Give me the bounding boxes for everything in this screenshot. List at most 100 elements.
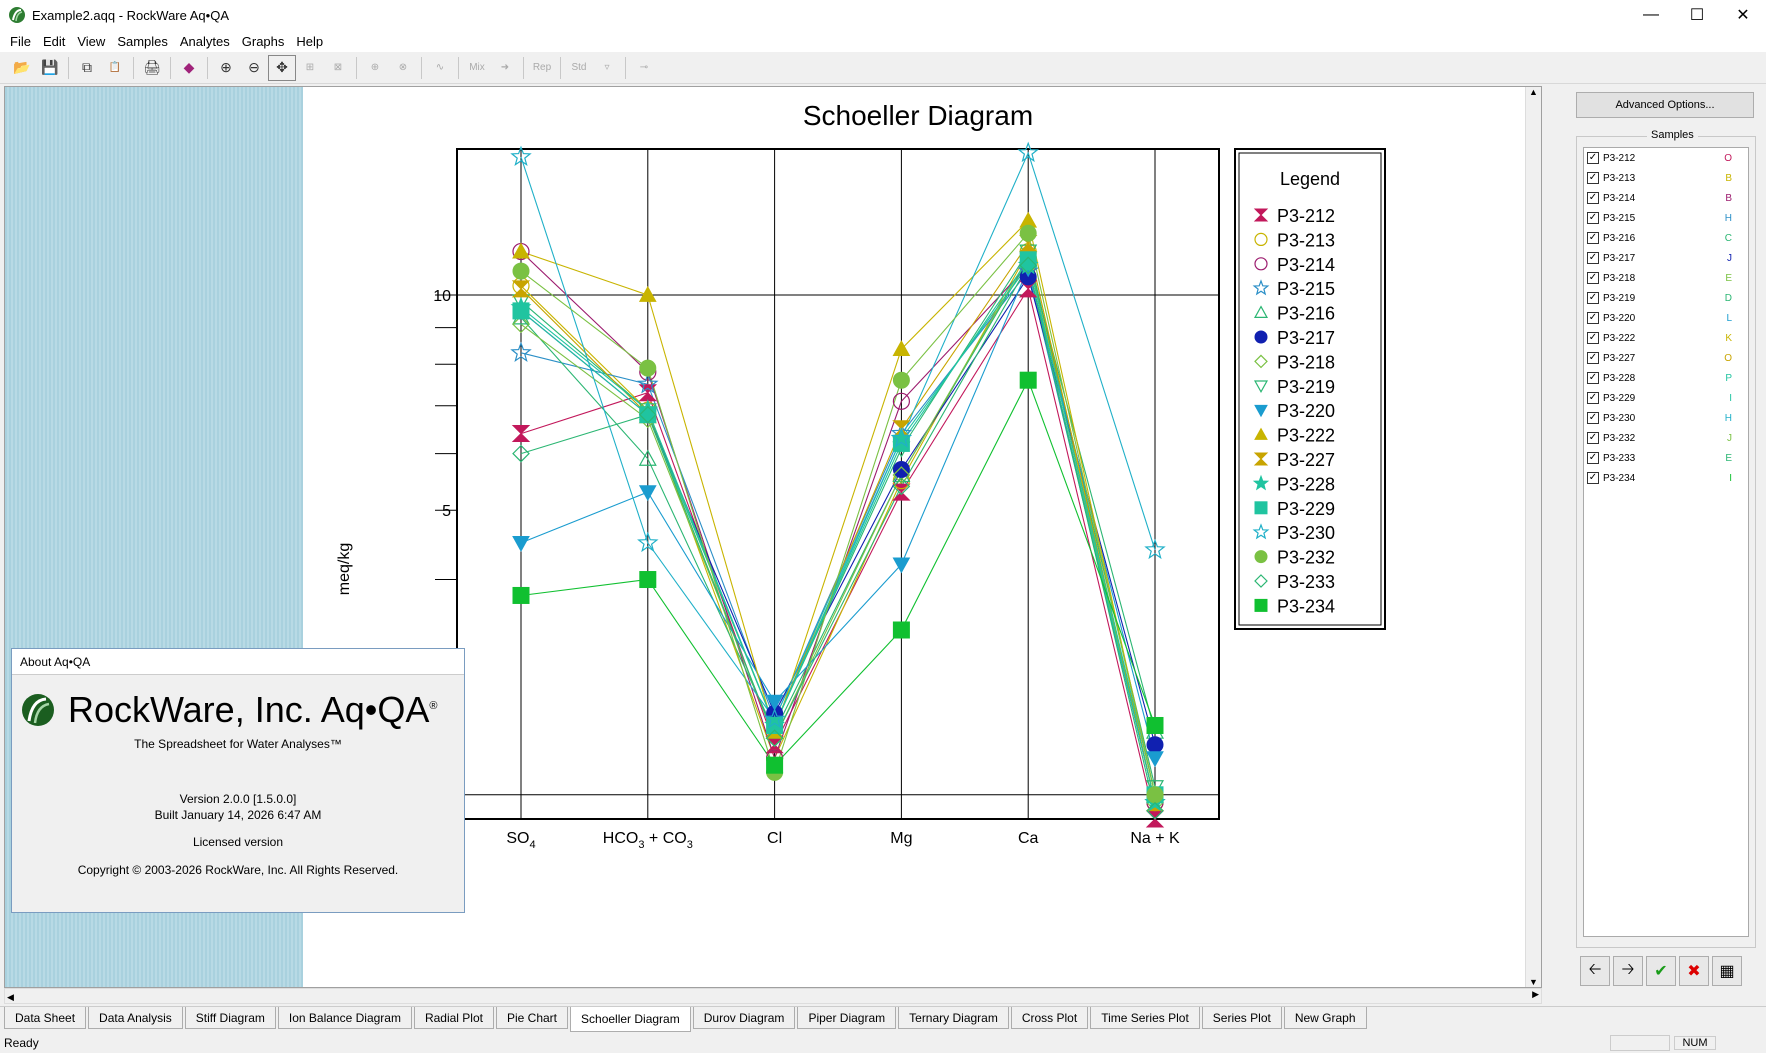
close-button[interactable]: ✕ [1736, 7, 1750, 24]
menu-analytes[interactable]: Analytes [179, 33, 230, 49]
zoom-in-icon[interactable]: ⊕ [220, 59, 232, 75]
sample-checkbox[interactable]: ✓ [1587, 252, 1599, 264]
check-all-icon[interactable]: ✔ [1646, 956, 1676, 986]
graph-icon[interactable]: ∿ [435, 62, 445, 73]
sample-row[interactable]: ✓ P3-232 J [1584, 428, 1748, 448]
menu-view[interactable]: View [77, 33, 106, 49]
delete-sample-icon[interactable]: ⊗ [398, 62, 408, 73]
data-point [1254, 598, 1268, 612]
sample-checkbox[interactable]: ✓ [1587, 392, 1599, 404]
tab-durov-diagram[interactable]: Durov Diagram [692, 1007, 796, 1029]
sample-row[interactable]: ✓ P3-234 I [1584, 468, 1748, 488]
sample-checkbox[interactable]: ✓ [1587, 412, 1599, 424]
tab-time-series-plot[interactable]: Time Series Plot [1090, 1007, 1200, 1029]
scroll-down-icon[interactable]: ▼ [1529, 977, 1538, 987]
advanced-options-button[interactable]: Advanced Options... [1576, 92, 1754, 118]
sample-row[interactable]: ✓ P3-213 B [1584, 168, 1748, 188]
copy-icon[interactable]: ⧉ [82, 59, 92, 75]
tab-piper-diagram[interactable]: Piper Diagram [797, 1007, 897, 1029]
sample-row[interactable]: ✓ P3-227 O [1584, 348, 1748, 368]
about-product-name: RockWare, Inc. Aq•QA® [68, 689, 438, 731]
zoom-out-icon[interactable]: ⊖ [248, 59, 260, 75]
menu-file[interactable]: File [10, 33, 31, 49]
data-point [890, 427, 913, 448]
sample-checkbox[interactable]: ✓ [1587, 332, 1599, 344]
maximize-button[interactable]: ☐ [1689, 7, 1705, 24]
tab-pie-chart[interactable]: Pie Chart [495, 1007, 569, 1029]
sample-row[interactable]: ✓ P3-220 L [1584, 308, 1748, 328]
tab-series-plot[interactable]: Series Plot [1201, 1007, 1282, 1029]
delete-column-icon[interactable]: ⊠ [333, 62, 343, 73]
add-column-icon[interactable]: ⊞ [305, 62, 315, 73]
tube-icon[interactable]: ▿ [604, 62, 610, 73]
sample-name: P3-233 [1603, 452, 1636, 464]
sample-checkbox[interactable]: ✓ [1587, 472, 1599, 484]
sample-checkbox[interactable]: ✓ [1587, 172, 1599, 184]
menu-help[interactable]: Help [296, 33, 324, 49]
uncheck-all-icon[interactable]: ✖ [1679, 956, 1709, 986]
paste-icon[interactable]: 📋 [108, 62, 122, 73]
about-brand: RockWare, Inc. Aq•QA® [12, 675, 464, 731]
standard-icon[interactable]: Std [571, 62, 587, 73]
sample-checkbox[interactable]: ✓ [1587, 312, 1599, 324]
pan-icon[interactable]: ✥ [268, 54, 296, 81]
tab-schoeller-diagram[interactable]: Schoeller Diagram [570, 1007, 691, 1032]
scroll-up-icon[interactable]: ▲ [1529, 87, 1538, 97]
sample-row[interactable]: ✓ P3-212 O [1584, 148, 1748, 168]
sample-row[interactable]: ✓ P3-228 P [1584, 368, 1748, 388]
tab-ternary-diagram[interactable]: Ternary Diagram [898, 1007, 1009, 1029]
add-sample-icon[interactable]: ⊕ [370, 62, 380, 73]
sample-checkbox[interactable]: ✓ [1587, 452, 1599, 464]
tab-data-analysis[interactable]: Data Analysis [88, 1007, 183, 1029]
sample-checkbox[interactable]: ✓ [1587, 212, 1599, 224]
tab-radial-plot[interactable]: Radial Plot [413, 1007, 494, 1029]
arrow-sample-icon[interactable]: ➜ [500, 62, 510, 73]
open-icon[interactable]: 📂 [13, 59, 31, 75]
tab-stiff-diagram[interactable]: Stiff Diagram [184, 1007, 276, 1029]
scroll-right-icon[interactable]: ▶ [1532, 989, 1539, 999]
sample-row[interactable]: ✓ P3-215 H [1584, 208, 1748, 228]
sample-row[interactable]: ✓ P3-222 K [1584, 328, 1748, 348]
sample-row[interactable]: ✓ P3-217 J [1584, 248, 1748, 268]
tab-cross-plot[interactable]: Cross Plot [1010, 1007, 1089, 1029]
horizontal-scrollbar[interactable]: ◀ ▶ [4, 988, 1542, 1004]
tab-data-sheet[interactable]: Data Sheet [4, 1007, 87, 1029]
legend-entry: P3-218 [1277, 352, 1335, 372]
data-point [763, 707, 786, 729]
tab-ion-balance-diagram[interactable]: Ion Balance Diagram [277, 1007, 412, 1029]
vertical-scrollbar[interactable]: ▲ ▼ [1525, 87, 1541, 987]
sample-checkbox[interactable]: ✓ [1587, 192, 1599, 204]
data-point [1254, 427, 1268, 440]
sample-checkbox[interactable]: ✓ [1587, 272, 1599, 284]
minimize-button[interactable]: — [1643, 6, 1659, 23]
book-icon[interactable]: ◆ [183, 59, 195, 75]
tab-new-graph[interactable]: New Graph [1283, 1007, 1367, 1029]
mix-icon[interactable]: Mix [469, 62, 485, 73]
sample-row[interactable]: ✓ P3-229 I [1584, 388, 1748, 408]
sample-row[interactable]: ✓ P3-214 B [1584, 188, 1748, 208]
save-icon[interactable]: 💾 [41, 59, 59, 75]
scroll-left-icon[interactable]: ◀ [7, 992, 14, 1002]
menu-samples[interactable]: Samples [117, 33, 168, 49]
pin-icon[interactable]: ⊸ [639, 62, 649, 73]
sample-row[interactable]: ✓ P3-218 E [1584, 268, 1748, 288]
table-icon[interactable]: ▦ [1712, 956, 1742, 986]
menu-edit[interactable]: Edit [42, 33, 66, 49]
sample-row[interactable]: ✓ P3-219 D [1584, 288, 1748, 308]
sample-row[interactable]: ✓ P3-233 E [1584, 448, 1748, 468]
move-left-icon[interactable]: 🡠 [1580, 956, 1610, 986]
replicate-icon[interactable]: Rep [532, 62, 552, 73]
sample-row[interactable]: ✓ P3-216 C [1584, 228, 1748, 248]
move-right-icon[interactable]: 🡢 [1613, 956, 1643, 986]
data-point [1017, 141, 1039, 163]
sample-row[interactable]: ✓ P3-230 H [1584, 408, 1748, 428]
sample-checkbox[interactable]: ✓ [1587, 232, 1599, 244]
data-point [638, 405, 657, 424]
sample-checkbox[interactable]: ✓ [1587, 152, 1599, 164]
sample-checkbox[interactable]: ✓ [1587, 432, 1599, 444]
menu-graphs[interactable]: Graphs [241, 33, 285, 49]
print-icon[interactable]: 🖨 [143, 59, 161, 75]
sample-checkbox[interactable]: ✓ [1587, 352, 1599, 364]
sample-checkbox[interactable]: ✓ [1587, 372, 1599, 384]
sample-checkbox[interactable]: ✓ [1587, 292, 1599, 304]
